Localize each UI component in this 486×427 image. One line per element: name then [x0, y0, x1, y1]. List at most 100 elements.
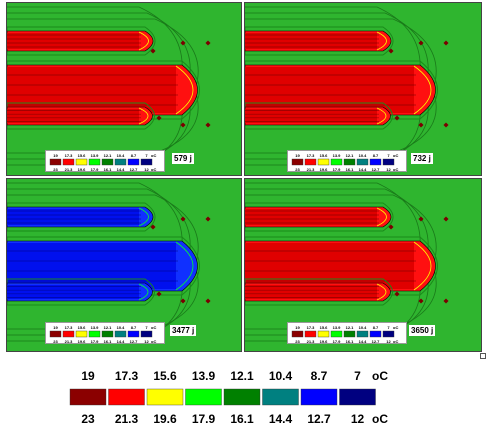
legend-swatch — [140, 158, 153, 166]
day-label-1: 579 j — [172, 153, 194, 164]
legend-swatch — [291, 330, 304, 338]
legend-swatch — [75, 158, 88, 166]
legend-unit: oC — [151, 339, 156, 344]
legend-swatch — [88, 330, 101, 338]
legend-top-value: 17.3 — [307, 153, 316, 158]
legend-unit: oC — [372, 412, 388, 426]
legend-top-value: 7 — [387, 153, 390, 158]
temperature-field-4 — [245, 182, 449, 342]
legend-unit: oC — [151, 325, 156, 330]
legend-swatch — [262, 388, 299, 406]
legend-bottom-value: 23 — [295, 167, 300, 172]
legend-bottom-value: 12.7 — [130, 339, 139, 344]
contour-panel-1: 19 17.3 15.6 13.9 12.1 10.4 8.7 7 23 21.3 19.6 17.9… — [6, 2, 242, 176]
legend-top-value: 8.7 — [373, 153, 379, 158]
legend-top-value: 12.1 — [104, 325, 113, 330]
lower-heat-band — [245, 102, 393, 130]
day-label-4: 3650 j — [409, 325, 436, 336]
legend-bottom-value: 14.4 — [117, 339, 126, 344]
legend-bottom-value: 17.9 — [91, 339, 100, 344]
lower-heat-band — [7, 102, 155, 130]
probe-marker — [443, 298, 449, 304]
legend-swatch — [382, 330, 395, 338]
probe-marker — [205, 216, 211, 222]
legend-top-value: 7 — [145, 153, 148, 158]
probe-marker — [156, 291, 162, 297]
legend-bottom-value: 19.6 — [78, 339, 87, 344]
legend-top-value: 19 — [81, 369, 95, 383]
legend-swatch — [343, 330, 356, 338]
legend-bottom-value: 19.6 — [78, 167, 87, 172]
day-label-2: 732 j — [411, 153, 433, 164]
legend-swatch — [356, 158, 369, 166]
legend-top-value: 12.1 — [346, 153, 355, 158]
legend-top-value: 7 — [387, 325, 390, 330]
legend-top-value: 13.9 — [91, 325, 100, 330]
mini-legend-1: 19 17.3 15.6 13.9 12.1 10.4 8.7 7 23 21.3 19.6 17.9… — [45, 150, 165, 172]
legend-top-value: 17.3 — [115, 369, 139, 383]
resize-handle[interactable] — [480, 353, 486, 359]
legend-top-value: 7 — [145, 325, 148, 330]
legend-top-value: 15.6 — [153, 369, 177, 383]
legend-bottom-value: 19.6 — [153, 412, 177, 426]
legend-top-value: 17.3 — [307, 325, 316, 330]
legend-swatch — [127, 158, 140, 166]
legend-bottom-value: 21.3 — [65, 339, 74, 344]
legend-swatch — [62, 158, 75, 166]
day-label-3: 3477 j — [170, 325, 197, 336]
legend-bottom-value: 12 — [144, 167, 149, 172]
legend-bottom-value: 12.7 — [372, 167, 381, 172]
legend-bottom-value: 16.1 — [346, 339, 355, 344]
legend-top-value: 17.3 — [65, 325, 74, 330]
legend-unit: oC — [393, 339, 398, 344]
legend-top-value: 10.4 — [117, 325, 126, 330]
upper-heat-band — [245, 26, 394, 56]
legend-bottom-value: 23 — [295, 339, 300, 344]
legend-top-value: 10.4 — [359, 153, 368, 158]
probe-marker — [156, 115, 162, 121]
legend-swatch — [317, 158, 330, 166]
legend-top-value: 12.1 — [104, 153, 113, 158]
legend-swatch — [108, 388, 145, 406]
legend-bottom-value: 16.1 — [104, 339, 113, 344]
legend-bottom-value: 12 — [144, 339, 149, 344]
legend-top-value: 12.1 — [346, 325, 355, 330]
legend-swatch — [291, 158, 304, 166]
legend-unit: oC — [151, 153, 156, 158]
legend-swatch — [140, 330, 153, 338]
legend-top-value: 13.9 — [333, 153, 342, 158]
legend-bottom-value: 12 — [386, 339, 391, 344]
legend-swatch — [185, 388, 222, 406]
legend-swatch — [49, 330, 62, 338]
legend-bottom-value: 17.9 — [333, 167, 342, 172]
legend-unit: oC — [151, 167, 156, 172]
legend-swatch — [146, 388, 184, 406]
legend-top-value: 13.9 — [192, 369, 216, 383]
legend-top-value: 8.7 — [131, 153, 137, 158]
legend-bottom-value: 21.3 — [307, 339, 316, 344]
legend-bottom-value: 12.7 — [372, 339, 381, 344]
legend-bottom-value: 12.7 — [307, 412, 331, 426]
legend-swatch — [343, 158, 356, 166]
legend-swatch — [304, 330, 317, 338]
legend-swatch — [88, 158, 101, 166]
legend-swatch — [339, 388, 376, 406]
legend-swatch — [369, 158, 382, 166]
legend-top-value: 19 — [53, 325, 58, 330]
legend-bottom-value: 23 — [53, 339, 58, 344]
mini-legend-4: 19 17.3 15.6 13.9 12.1 10.4 8.7 7 23 21.3 19.6 17.9… — [287, 322, 407, 344]
legend-top-value: 12.1 — [230, 369, 254, 383]
mini-legend-3: 19 17.3 15.6 13.9 12.1 10.4 8.7 7 23 21.3 19.6 17.9… — [45, 322, 165, 344]
legend-swatch — [75, 330, 88, 338]
legend-swatch — [304, 158, 317, 166]
contour-panel-3: 19 17.3 15.6 13.9 12.1 10.4 8.7 7 23 21.3 19.6 17.9… — [6, 178, 242, 352]
legend-bottom-value: 12 — [386, 167, 391, 172]
legend-top-value: 15.6 — [78, 153, 87, 158]
legend-bottom-value: 21.3 — [307, 167, 316, 172]
probe-marker — [443, 216, 449, 222]
legend-swatch — [356, 330, 369, 338]
legend-swatch — [69, 388, 107, 406]
upper-heat-band — [7, 26, 156, 56]
temperature-field-2 — [245, 6, 449, 166]
legend-bottom-value: 14.4 — [359, 167, 368, 172]
